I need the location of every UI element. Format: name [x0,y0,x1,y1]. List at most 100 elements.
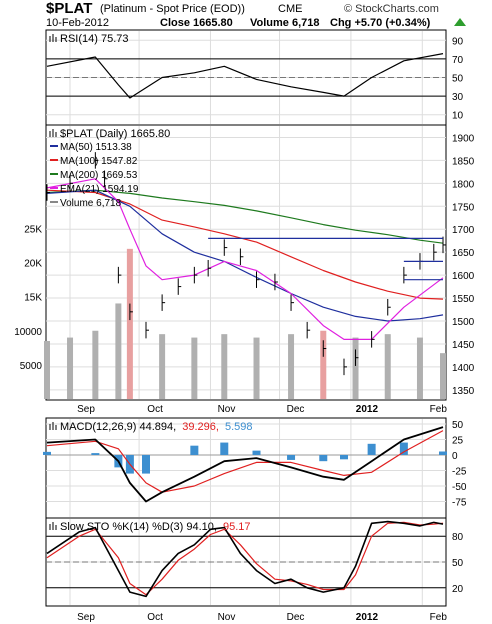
macd-tick-label: 50 [452,420,464,431]
price-tick-label: 1500 [452,317,475,328]
volume-tick-label: 10000 [14,327,42,338]
legend-entry: MA(100) 1547.82 [60,156,138,167]
macd-series [43,426,447,503]
bars-icon [49,34,57,42]
macd-histogram-bar [319,454,328,462]
macd-tick-label: -50 [452,482,467,493]
x-tick-label: 2012 [356,612,379,623]
macd-histogram-bar [252,450,261,455]
macd-histogram-bar [340,454,348,460]
volume-tick-label: 15K [24,293,42,304]
volume-bars [44,248,446,399]
stoch-tick-label: 50 [452,558,464,569]
price-tick-label: 1350 [452,386,475,397]
volume-bar [126,248,133,399]
x-tick-label: Sep [77,612,95,623]
volume-bar [92,330,99,399]
stoch-label: Slow STO %K(14) %D(3) 94.10, 95.17 [49,521,251,533]
x-tick-label: Oct [147,612,163,623]
volume-bar [67,337,74,399]
bars-icon [49,422,57,430]
macd-histogram-bar [91,453,100,455]
rsi-label: RSI(14) 75.73 [49,33,128,45]
x-tick-label: Feb [430,404,448,415]
rsi-label-text: RSI(14) 75.73 [60,33,128,45]
macd-label-text: MACD(12,26,9) 44.894, 39.296, 5.598 [60,421,253,433]
volume-bar [288,334,295,399]
macd-tick-label: 25 [452,435,464,446]
up-triangle-icon [454,18,466,26]
rsi-tick-label: 50 [452,74,464,85]
macd-tick-label: 0 [452,451,458,462]
price-label: $PLAT (Daily) 1665.80 [49,128,170,140]
header-date: 10-Feb-2012 [46,17,109,29]
x-tick-label: Sep [77,404,95,415]
bars-icon [49,129,57,137]
rsi-tick-label: 70 [452,55,464,66]
bars-icon [49,522,57,530]
price-tick-label: 1400 [452,363,475,374]
ema21-line [46,178,444,340]
price-tick-label: 1900 [452,133,475,144]
macd-histogram-bar [399,442,408,455]
volume-bar [44,340,50,399]
macd-label-main: MACD(12,26,9) 44.894, [60,421,176,433]
volume-bar [191,337,198,399]
x-tick-label: Dec [287,612,305,623]
exchange-label: CME [278,3,302,15]
volume-tick-label: 5000 [20,361,43,372]
stoch-label-text: Slow STO %K(14) %D(3) 94.10, 95.17 [60,521,251,533]
price-label-text: $PLAT (Daily) 1665.80 [60,128,170,140]
volume-bar [221,334,228,399]
volume-bar [115,303,122,399]
price-legend: MA(50) 1513.38 MA(100) 1547.82 MA(200) 166… [50,142,139,209]
volume-tick-label: 20K [24,259,42,270]
macd-label-hist: 5.598 [225,421,253,433]
price-tick-label: 1650 [452,248,475,259]
volume-bar [384,334,391,399]
volume-bar [320,330,327,399]
x-tick-label: Feb [430,612,448,623]
price-panel [45,124,447,401]
price-tick-label: 1450 [452,340,475,351]
x-tick-label: Dec [287,404,305,415]
stoch-label-main: Slow STO %K(14) %D(3) 94.10, [60,521,217,533]
stoch-tick-label: 80 [452,532,464,543]
rsi-tick-label: 30 [452,92,464,103]
macd-panel [45,417,447,519]
volume-bar [352,337,359,399]
price-tick-label: 1600 [452,271,475,282]
price-series [46,152,446,376]
header-change: Chg +5.70 (+0.34%) [330,17,431,29]
volume-bar [253,337,260,399]
macd-label-signal: 39.296, [182,421,219,433]
brand-label: © StockCharts.com [344,3,439,15]
ma200-line [46,189,444,244]
volume-bar [416,337,423,399]
macd-tick-label: -25 [452,466,467,477]
grid-lines [46,31,446,605]
macd-line [46,426,444,503]
stoch-k-line [46,520,444,598]
volume-tick-label: 25K [24,224,42,235]
x-tick-label: Nov [218,404,236,415]
macd-label: MACD(12,26,9) 44.894, 39.296, 5.598 [49,421,253,433]
price-tick-label: 1700 [452,225,475,236]
macd-histogram-bar [367,443,376,455]
macd-histogram-bar [190,445,199,455]
legend-entry: EMA(21) 1594.19 [60,184,139,195]
macd-histogram-bar [43,451,51,455]
legend-entry: Volume 6,718 [60,198,122,209]
stoch-label-d: 95.17 [223,521,251,533]
ticker-name: (Platinum - Spot Price (EOD)) [100,3,245,15]
price-tick-label: 1750 [452,202,475,213]
rsi-tick-label: 10 [452,111,464,122]
macd-histogram-bar [220,442,229,455]
price-tick-label: 1850 [452,156,475,167]
legend-entry: MA(200) 1669.53 [60,170,138,181]
price-tick-label: 1550 [452,294,475,305]
ticker-symbol: $PLAT [46,0,92,17]
stoch-series [46,520,444,598]
x-tick-label: Nov [218,612,236,623]
